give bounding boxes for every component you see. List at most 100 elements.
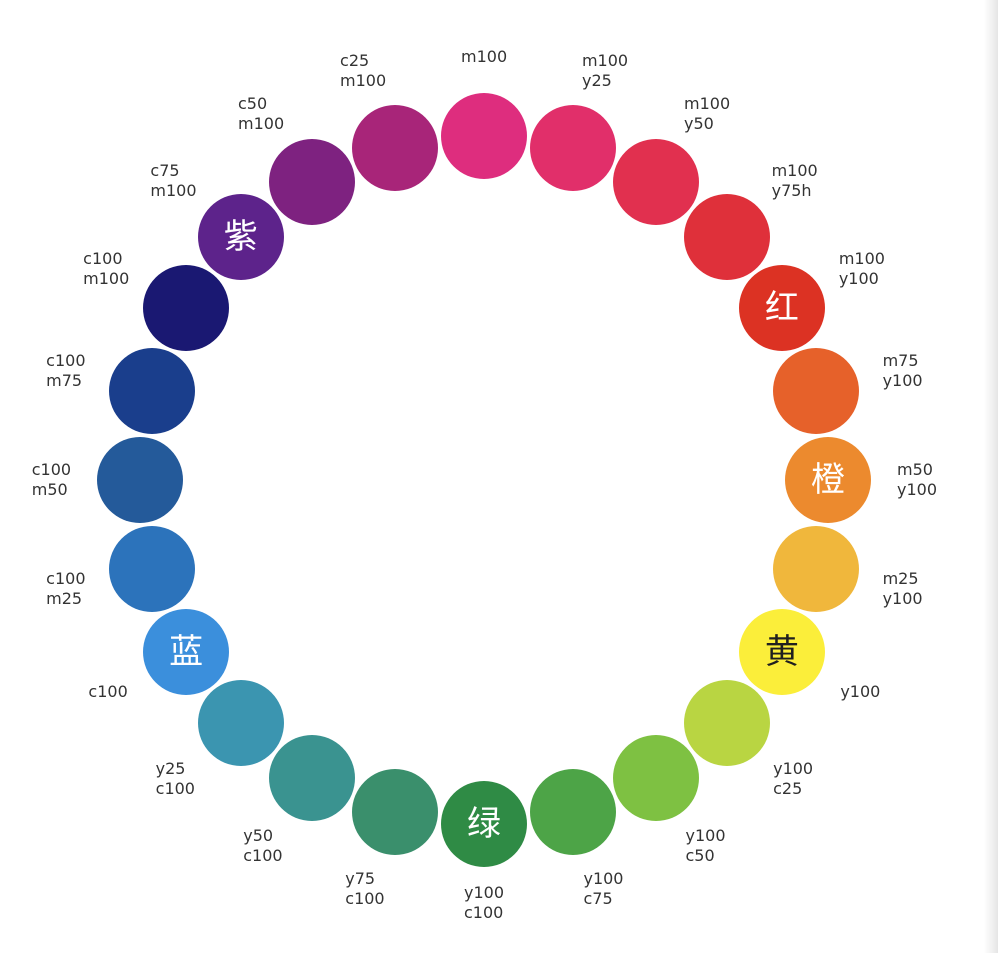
swatch-label-line: c75 — [583, 888, 613, 908]
color-swatch — [773, 526, 860, 613]
swatch-label-line: y75 — [345, 868, 376, 888]
swatch-label: c100 — [88, 682, 127, 702]
swatch-label-line: y25 — [581, 71, 612, 91]
color-swatch — [97, 437, 183, 523]
swatch-label-line: y100 — [838, 268, 879, 288]
color-swatch — [197, 680, 284, 767]
swatch-label: y100 c75 — [583, 869, 623, 909]
swatch-label: y100 c50 — [686, 826, 726, 866]
swatch-label: m100 y25 — [582, 51, 628, 91]
swatch-label-line: m100 — [581, 51, 629, 71]
swatch-label-line: m100 — [771, 160, 818, 180]
swatch-label-line: y50 — [684, 113, 714, 133]
swatch-label-line: y25 — [155, 759, 186, 779]
swatch-label-line: m100 — [150, 180, 197, 200]
swatch-label-line: c25 — [773, 779, 803, 799]
swatch-label-line: y100 — [840, 681, 881, 701]
swatch-label: y25 c100 — [156, 759, 195, 799]
swatch-label: y100 — [840, 682, 880, 702]
swatch-label: c100 m50 — [32, 460, 71, 500]
swatch-label: m100 y50 — [684, 94, 730, 134]
swatch-label-line: c100 — [83, 248, 123, 268]
color-swatch — [269, 734, 355, 821]
swatch-glyph: 蓝 — [169, 632, 204, 672]
swatch-glyph: 绿 — [467, 804, 501, 844]
swatch-label: y75 c100 — [345, 869, 384, 909]
swatch-label-line: c25 — [340, 51, 370, 71]
color-swatch — [684, 680, 771, 767]
swatch-label-line: c75 — [150, 160, 180, 180]
swatch-label-line: c100 — [464, 903, 504, 922]
swatch-label: m100 y100 — [839, 249, 885, 289]
swatch-label-line: m50 — [31, 480, 68, 499]
swatch-label-line: c100 — [243, 846, 283, 866]
color-swatch — [351, 769, 438, 856]
swatch-glyph: 红 — [764, 288, 799, 328]
color-swatch: 紫 — [197, 193, 284, 280]
swatch-label: m50 y100 — [897, 460, 937, 500]
swatch-label-line: y75h — [771, 180, 812, 200]
swatch-label-line: y100 — [583, 868, 624, 888]
color-swatch — [773, 347, 860, 434]
swatch-label-line: c100 — [46, 569, 86, 589]
color-swatch: 蓝 — [143, 609, 230, 695]
edge-shadow — [984, 0, 998, 953]
color-swatch — [143, 265, 230, 351]
swatch-label-line: c100 — [46, 350, 86, 370]
swatch-label-line: y100 — [897, 480, 938, 499]
swatch-glyph: 橙 — [811, 460, 845, 500]
color-swatch — [530, 769, 617, 856]
swatch-label: c25 m100 — [340, 51, 386, 91]
color-swatch — [108, 526, 195, 613]
swatch-label-line: c100 — [155, 779, 195, 799]
swatch-label: c100 m25 — [46, 569, 85, 609]
swatch-label-line: y50 — [243, 826, 274, 846]
swatch-label-line: m50 — [897, 460, 933, 479]
swatch-label-line: y100 — [685, 826, 726, 846]
swatch-label: y100 c100 — [464, 883, 504, 923]
swatch-glyph: 紫 — [223, 216, 258, 257]
color-swatch — [613, 139, 699, 226]
swatch-label-line: c100 — [88, 681, 128, 701]
swatch-label-line: c50 — [238, 93, 268, 113]
color-swatch — [351, 104, 438, 191]
swatch-label: c100 m75 — [46, 351, 85, 391]
color-swatch — [530, 104, 617, 191]
swatch-label-line: m25 — [882, 569, 919, 589]
color-swatch — [684, 193, 771, 280]
swatch-label-line: c50 — [685, 846, 715, 866]
color-swatch — [613, 734, 699, 821]
swatch-label-line: m75 — [46, 370, 83, 390]
swatch-label-line: c100 — [31, 460, 72, 479]
swatch-label: m75 y100 — [883, 351, 923, 391]
swatch-label-line: c100 — [345, 888, 385, 908]
swatch-label: y100 c25 — [773, 759, 813, 799]
swatch-label: m100 — [461, 47, 507, 67]
swatch-label-line: y100 — [464, 883, 505, 902]
swatch-label: c50 m100 — [238, 94, 284, 134]
swatch-label: m100 y75h — [772, 161, 818, 201]
swatch-label-line: m25 — [46, 589, 83, 609]
swatch-glyph: 黄 — [764, 632, 799, 672]
swatch-label: c75 m100 — [150, 161, 196, 201]
swatch-label-line: m100 — [340, 71, 387, 91]
swatch-label-line: m100 — [83, 268, 130, 288]
swatch-label-line: m100 — [684, 93, 731, 113]
swatch-label: m25 y100 — [883, 569, 923, 609]
color-swatch — [441, 93, 527, 179]
color-swatch — [108, 347, 195, 434]
swatch-label-line: y100 — [773, 759, 814, 779]
swatch-label: y50 c100 — [243, 826, 282, 866]
swatch-label-line: m100 — [461, 47, 508, 66]
color-swatch: 红 — [738, 265, 825, 351]
swatch-label-line: y100 — [882, 589, 923, 609]
swatch-label: c100 m100 — [83, 249, 129, 289]
swatch-label-line: m100 — [838, 248, 885, 268]
color-swatch: 绿 — [441, 781, 527, 867]
swatch-label-line: m75 — [882, 350, 919, 370]
color-swatch: 黄 — [738, 609, 825, 695]
swatch-label-line: y100 — [882, 370, 923, 390]
swatch-label-line: m100 — [238, 113, 285, 133]
color-swatch: 橙 — [785, 437, 871, 523]
